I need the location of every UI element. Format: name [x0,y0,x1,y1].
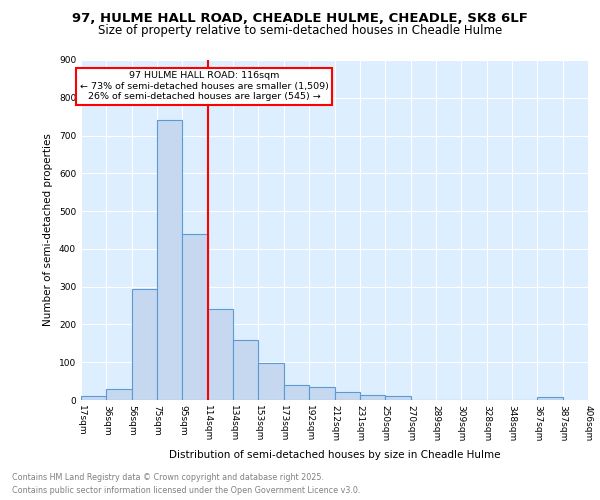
Bar [335,392,360,400]
Bar [132,288,157,400]
Text: Contains public sector information licensed under the Open Government Licence v3: Contains public sector information licen… [12,486,361,495]
Bar [208,310,233,400]
Text: Size of property relative to semi-detached houses in Cheadle Hulme: Size of property relative to semi-detach… [98,24,502,37]
Y-axis label: Number of semi-detached properties: Number of semi-detached properties [43,134,53,326]
Bar [81,396,106,400]
Bar [157,120,182,400]
Text: 97 HULME HALL ROAD: 116sqm
← 73% of semi-detached houses are smaller (1,509)
26%: 97 HULME HALL ROAD: 116sqm ← 73% of semi… [80,72,328,101]
Bar [385,396,410,400]
Bar [538,397,563,400]
X-axis label: Distribution of semi-detached houses by size in Cheadle Hulme: Distribution of semi-detached houses by … [169,450,500,460]
Bar [360,395,385,400]
Text: Contains HM Land Registry data © Crown copyright and database right 2025.: Contains HM Land Registry data © Crown c… [12,474,324,482]
Bar [309,387,335,400]
Bar [259,363,284,400]
Bar [182,234,208,400]
Bar [284,385,309,400]
Text: 97, HULME HALL ROAD, CHEADLE HULME, CHEADLE, SK8 6LF: 97, HULME HALL ROAD, CHEADLE HULME, CHEA… [72,12,528,26]
Bar [106,388,132,400]
Bar [233,340,259,400]
